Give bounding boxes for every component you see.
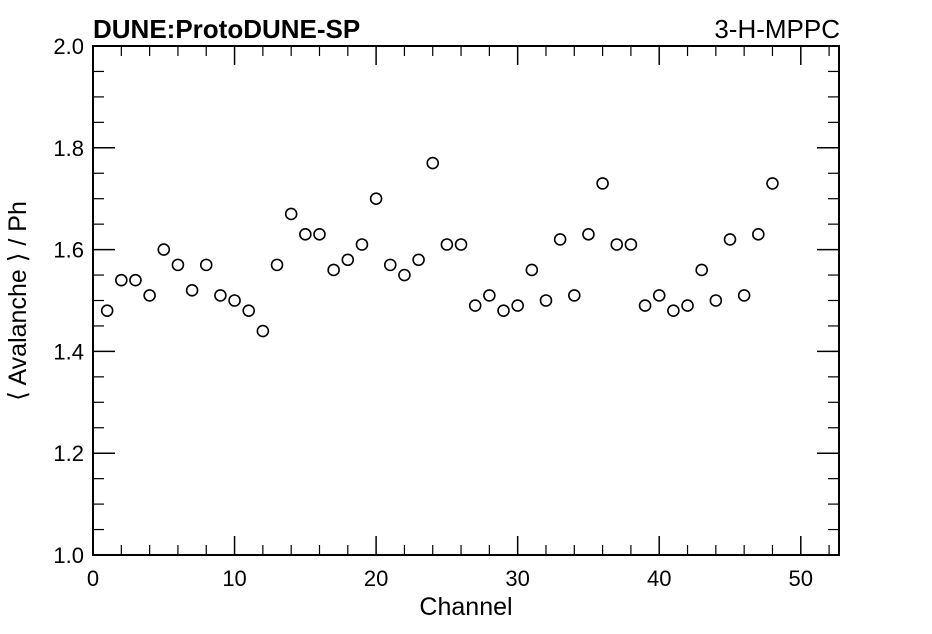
data-point <box>355 238 369 251</box>
x-tick-label: 50 <box>789 566 813 591</box>
data-point <box>454 238 468 251</box>
data-point <box>539 294 553 307</box>
data-point <box>100 304 114 317</box>
data-point <box>652 289 666 302</box>
data-point <box>440 238 454 251</box>
data-point <box>497 304 510 317</box>
data-point <box>171 258 185 272</box>
data-point <box>638 299 652 312</box>
data-point <box>313 228 326 241</box>
y-tick-label: 2.0 <box>53 34 84 59</box>
data-point <box>553 233 567 246</box>
x-tick-label: 10 <box>222 566 246 591</box>
data-point <box>383 258 397 272</box>
data-point <box>242 304 256 317</box>
data-point <box>511 299 524 312</box>
data-point <box>766 177 779 190</box>
data-point <box>709 294 723 307</box>
y-axis-title: ⟨ Avalanche ⟩ / Ph <box>4 201 32 401</box>
data-point <box>398 268 411 282</box>
x-tick-label: 20 <box>364 566 388 591</box>
data-point <box>115 273 128 287</box>
data-point <box>157 243 171 256</box>
x-tick-label: 30 <box>505 566 529 591</box>
x-axis-title: Channel <box>419 593 512 621</box>
data-points <box>100 156 779 338</box>
axes: 0 10 20 30 40 50 1.0 1.2 1.4 1.6 1.8 2.0 <box>53 34 840 591</box>
y-tick-label: 1.0 <box>53 543 84 568</box>
data-point <box>596 177 609 190</box>
data-point <box>681 299 694 312</box>
data-point <box>341 253 355 267</box>
data-point <box>723 233 737 246</box>
data-point <box>468 299 482 312</box>
data-point <box>483 289 496 302</box>
data-point <box>412 253 425 267</box>
data-point <box>199 258 213 272</box>
chart-subtitle: 3-H-MPPC <box>714 14 840 44</box>
data-point <box>610 238 624 251</box>
data-point <box>369 192 383 205</box>
plot-frame <box>92 45 840 556</box>
data-point <box>284 207 298 221</box>
data-point <box>256 324 270 338</box>
data-point <box>737 289 751 302</box>
y-tick-label: 1.8 <box>53 136 84 161</box>
data-point <box>695 263 708 277</box>
data-point <box>624 238 638 251</box>
data-point <box>185 284 199 297</box>
x-tick-label: 40 <box>647 566 671 591</box>
data-point <box>752 228 765 241</box>
data-point <box>143 289 156 302</box>
data-point <box>327 263 340 277</box>
x-tick-label: 0 <box>87 566 99 591</box>
data-point <box>582 228 595 241</box>
data-point <box>525 263 539 277</box>
data-point <box>270 258 284 272</box>
data-point <box>129 273 142 287</box>
y-tick-label: 1.6 <box>53 238 84 263</box>
data-point <box>214 289 227 302</box>
data-point <box>299 228 312 241</box>
data-point <box>228 294 241 307</box>
y-tick-label: 1.2 <box>53 441 84 466</box>
y-tick-label: 1.4 <box>53 339 84 364</box>
chart-title: DUNE:ProtoDUNE-SP <box>93 14 360 44</box>
data-point <box>426 156 440 170</box>
data-point <box>667 304 680 317</box>
data-point <box>567 289 581 302</box>
